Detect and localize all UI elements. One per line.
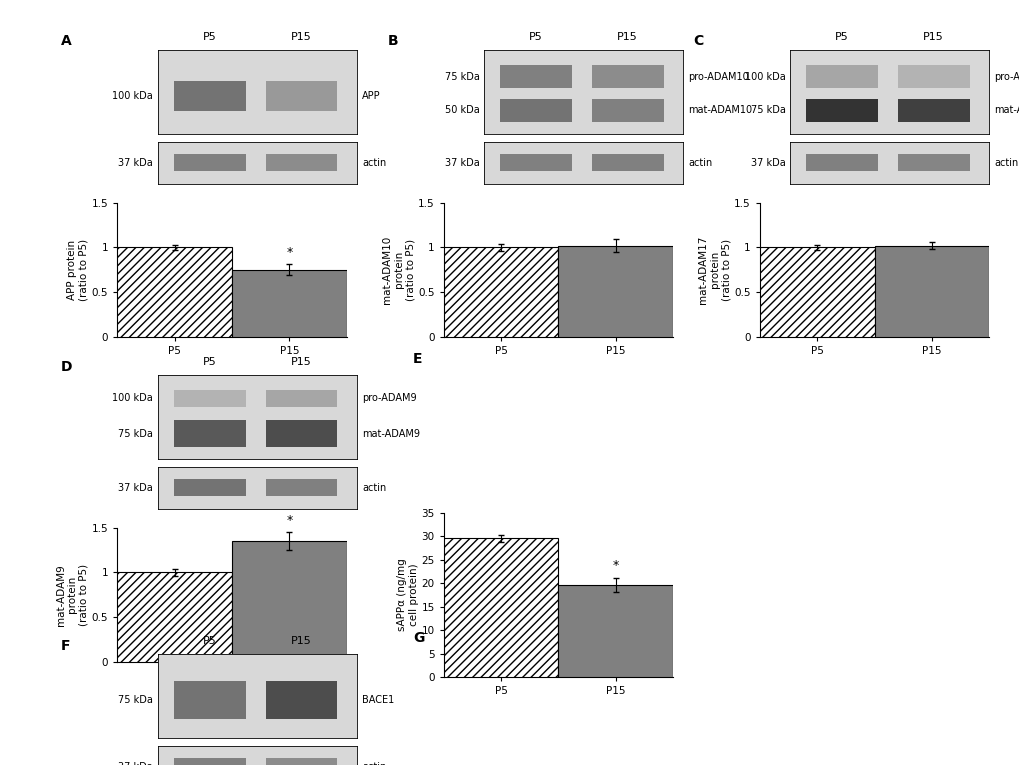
- Text: actin: actin: [362, 158, 386, 168]
- Text: E: E: [413, 352, 422, 366]
- Bar: [591, 99, 662, 122]
- Bar: [500, 155, 572, 171]
- Text: BACE1: BACE1: [362, 695, 394, 705]
- Text: mat-ADAM10: mat-ADAM10: [688, 106, 752, 116]
- Bar: [117, 247, 232, 337]
- Text: mat-ADAM17: mat-ADAM17: [994, 106, 1019, 116]
- Y-axis label: APP protein
(ratio to P5): APP protein (ratio to P5): [67, 239, 89, 301]
- Text: G: G: [413, 631, 424, 645]
- Text: P15: P15: [290, 32, 312, 42]
- Bar: [265, 479, 336, 496]
- Text: P5: P5: [835, 32, 848, 42]
- Text: C: C: [693, 34, 703, 48]
- Text: 37 kDa: 37 kDa: [118, 762, 153, 765]
- Bar: [265, 81, 336, 111]
- Text: P15: P15: [290, 357, 312, 367]
- Text: 50 kDa: 50 kDa: [444, 106, 479, 116]
- Text: A: A: [61, 34, 72, 48]
- Bar: [117, 572, 232, 662]
- Bar: [897, 155, 968, 171]
- Text: *: *: [286, 514, 292, 527]
- Text: P5: P5: [529, 32, 542, 42]
- Bar: [174, 479, 246, 496]
- Text: 37 kDa: 37 kDa: [750, 158, 785, 168]
- Bar: [265, 758, 336, 765]
- Text: 100 kDa: 100 kDa: [744, 72, 785, 82]
- Text: 75 kDa: 75 kDa: [444, 72, 479, 82]
- Text: 75 kDa: 75 kDa: [118, 695, 153, 705]
- Y-axis label: mat-ADAM17
protein
(ratio to P5): mat-ADAM17 protein (ratio to P5): [698, 236, 731, 304]
- Bar: [443, 539, 558, 677]
- Text: P5: P5: [203, 32, 216, 42]
- Text: 37 kDa: 37 kDa: [118, 158, 153, 168]
- Bar: [265, 155, 336, 171]
- Bar: [265, 682, 336, 719]
- Bar: [174, 155, 246, 171]
- Text: pro-ADAM9: pro-ADAM9: [362, 393, 417, 403]
- Text: P15: P15: [616, 32, 638, 42]
- Text: P15: P15: [290, 636, 312, 646]
- Bar: [174, 390, 246, 407]
- Bar: [806, 99, 877, 122]
- Y-axis label: mat-ADAM10
protein
(ratio to P5): mat-ADAM10 protein (ratio to P5): [382, 236, 415, 304]
- Bar: [232, 270, 346, 337]
- Text: 100 kDa: 100 kDa: [112, 91, 153, 101]
- Text: P5: P5: [203, 636, 216, 646]
- Text: 37 kDa: 37 kDa: [444, 158, 479, 168]
- Bar: [591, 65, 662, 89]
- Bar: [265, 420, 336, 448]
- Text: 75 kDa: 75 kDa: [118, 428, 153, 439]
- Bar: [443, 247, 558, 337]
- Text: F: F: [61, 639, 70, 653]
- Bar: [232, 542, 346, 662]
- Bar: [897, 99, 968, 122]
- Y-axis label: mat-ADAM9
protein
(ratio to P5): mat-ADAM9 protein (ratio to P5): [56, 564, 89, 626]
- Text: P15: P15: [922, 32, 944, 42]
- Bar: [500, 65, 572, 89]
- Bar: [500, 99, 572, 122]
- Text: actin: actin: [362, 762, 386, 765]
- Text: mat-ADAM9: mat-ADAM9: [362, 428, 420, 439]
- Bar: [174, 682, 246, 719]
- Bar: [174, 81, 246, 111]
- Text: pro-ADAM17: pro-ADAM17: [994, 72, 1019, 82]
- Text: 75 kDa: 75 kDa: [750, 106, 785, 116]
- Text: actin: actin: [362, 483, 386, 493]
- Text: actin: actin: [994, 158, 1018, 168]
- Text: B: B: [387, 34, 397, 48]
- Text: APP: APP: [362, 91, 380, 101]
- Bar: [265, 390, 336, 407]
- Text: *: *: [286, 246, 292, 259]
- Text: pro-ADAM10: pro-ADAM10: [688, 72, 749, 82]
- Bar: [806, 155, 877, 171]
- Y-axis label: sAPPα (ng/mg
cell protein): sAPPα (ng/mg cell protein): [396, 558, 418, 631]
- Bar: [897, 65, 968, 89]
- Text: D: D: [61, 360, 72, 373]
- Bar: [759, 247, 874, 337]
- Text: 37 kDa: 37 kDa: [118, 483, 153, 493]
- Text: actin: actin: [688, 158, 712, 168]
- Text: 100 kDa: 100 kDa: [112, 393, 153, 403]
- Bar: [874, 246, 988, 337]
- Bar: [591, 155, 662, 171]
- Bar: [806, 65, 877, 89]
- Bar: [558, 585, 673, 677]
- Bar: [174, 758, 246, 765]
- Bar: [174, 420, 246, 448]
- Text: P5: P5: [203, 357, 216, 367]
- Bar: [558, 246, 673, 337]
- Text: *: *: [612, 558, 619, 571]
